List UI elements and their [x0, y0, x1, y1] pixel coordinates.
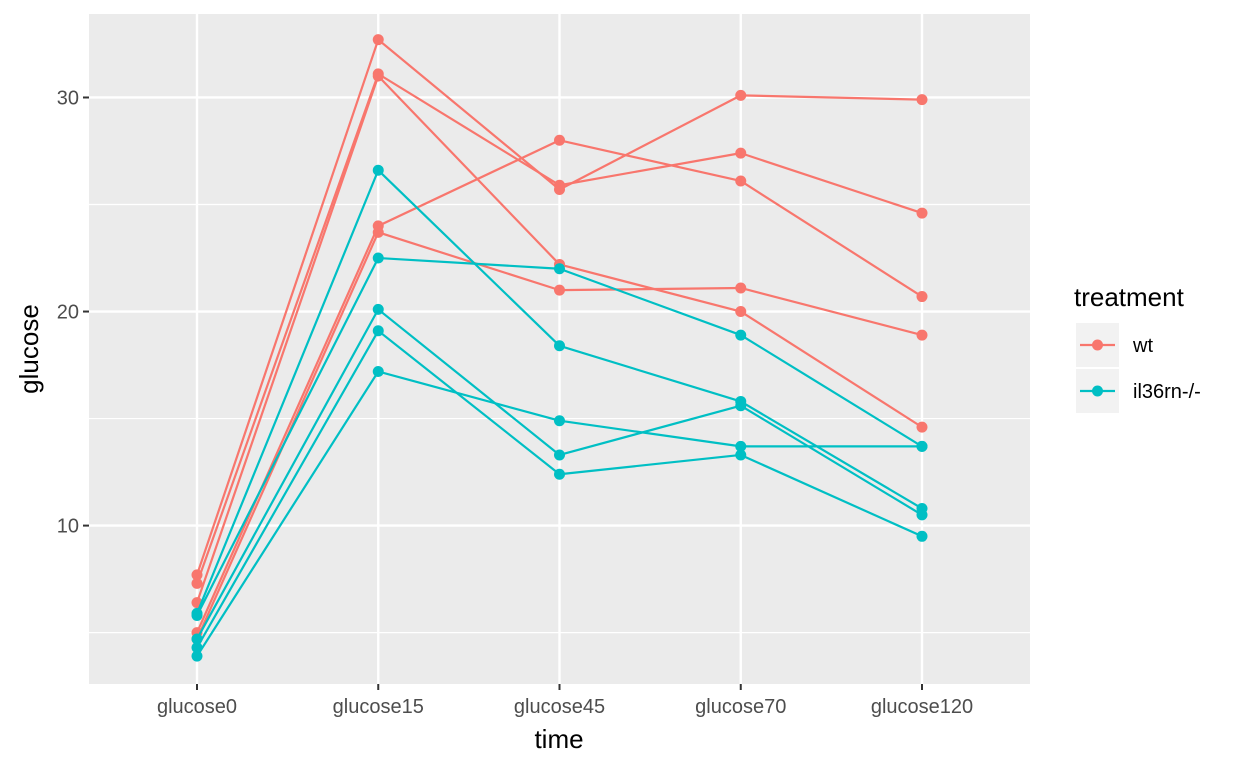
legend-label: il36rn-/-	[1133, 381, 1201, 403]
x-tick-label: glucose45	[514, 696, 605, 718]
data-point	[735, 175, 747, 187]
data-point	[554, 179, 565, 191]
data-point	[916, 530, 928, 542]
series-line-9	[191, 325, 928, 654]
y-axis: 10 20 30	[57, 87, 89, 538]
data-point	[916, 94, 928, 106]
data-point	[554, 263, 565, 275]
data-point	[735, 89, 747, 101]
data-point	[191, 650, 203, 662]
y-axis-title: glucose	[14, 304, 44, 394]
series-line-5	[191, 226, 928, 645]
data-point	[916, 291, 928, 303]
data-point	[372, 303, 384, 315]
data-point	[554, 284, 565, 296]
series-line-10	[191, 365, 928, 662]
data-point	[554, 340, 565, 352]
legend: treatment wt il36rn-/-	[1074, 282, 1201, 413]
data-point	[735, 147, 747, 159]
data-point	[372, 34, 384, 46]
legend-item-2: il36rn-/-	[1076, 369, 1201, 413]
data-point	[916, 207, 928, 219]
series-line-8	[191, 303, 928, 645]
legend-key-point	[1092, 385, 1103, 397]
legend-label: wt	[1132, 335, 1153, 357]
series-layer	[191, 34, 928, 662]
x-axis: glucose0 glucose15 glucose45 glucose70 gluco…	[157, 684, 973, 718]
data-point	[554, 449, 565, 461]
y-tick-label: 30	[57, 87, 79, 109]
legend-key-point	[1092, 339, 1103, 351]
data-point	[735, 306, 747, 318]
data-point	[735, 440, 747, 452]
data-point	[735, 329, 747, 341]
data-point	[372, 365, 384, 377]
y-tick-label: 10	[57, 516, 79, 538]
x-tick-label: glucose0	[157, 696, 237, 718]
data-point	[735, 282, 747, 294]
data-point	[191, 610, 203, 622]
data-point	[916, 421, 928, 433]
data-point	[554, 415, 565, 427]
data-point	[372, 252, 384, 264]
data-point	[372, 164, 384, 176]
data-point	[916, 509, 928, 521]
y-tick-label: 20	[57, 302, 79, 324]
x-tick-label: glucose15	[333, 696, 424, 718]
data-point	[372, 226, 384, 238]
data-point	[554, 468, 565, 480]
data-point	[735, 449, 747, 461]
data-point	[735, 400, 747, 412]
data-point	[916, 329, 928, 341]
data-point	[372, 325, 384, 337]
x-tick-label: glucose70	[695, 696, 786, 718]
data-point	[191, 577, 203, 589]
legend-title: treatment	[1074, 282, 1185, 312]
legend-item-1: wt	[1076, 323, 1153, 367]
data-point	[916, 440, 928, 452]
x-tick-label: glucose120	[871, 696, 973, 718]
x-axis-title: time	[534, 724, 583, 754]
data-point	[372, 70, 384, 82]
data-point	[554, 134, 565, 146]
